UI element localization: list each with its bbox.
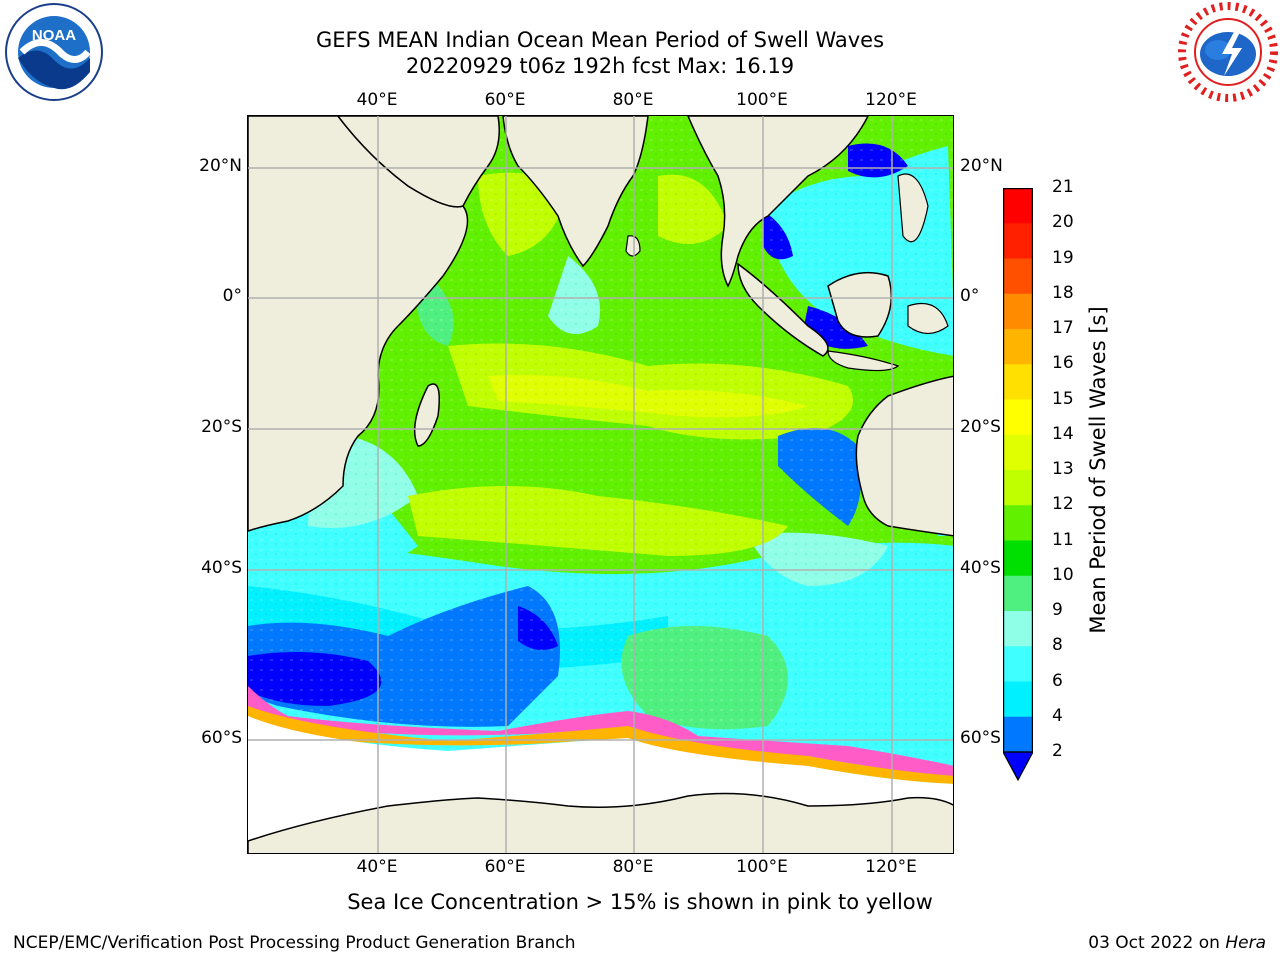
colorbar-tick-label: 16 bbox=[1052, 353, 1074, 374]
colorbar-bin bbox=[1003, 681, 1033, 718]
colorbar-bin bbox=[1003, 611, 1033, 647]
lon-tick-top-60e: 60°E bbox=[484, 90, 526, 110]
noaa-logo-icon: NOAA bbox=[5, 3, 103, 101]
footer-date-text: 03 Oct 2022 on bbox=[1088, 933, 1226, 953]
lat-tick-right-60s: 60°S bbox=[960, 728, 1001, 748]
lon-tick-top-100e: 100°E bbox=[736, 90, 788, 110]
colorbar-tick-label: 19 bbox=[1052, 247, 1074, 268]
colorbar-tick-label: 10 bbox=[1052, 564, 1074, 585]
lon-tick-bottom-80e: 80°E bbox=[612, 857, 654, 877]
colorbar-tick-label: 20 bbox=[1052, 212, 1074, 233]
colorbar-bin bbox=[1003, 505, 1033, 541]
svg-text:NOAA: NOAA bbox=[32, 27, 76, 44]
page-title-line1: GEFS MEAN Indian Ocean Mean Period of Sw… bbox=[315, 28, 885, 52]
graticule bbox=[248, 116, 953, 853]
colorbar-bin bbox=[1003, 364, 1033, 400]
swell-period-map bbox=[247, 115, 954, 854]
colorbar-bin bbox=[1003, 329, 1033, 365]
lon-tick-bottom-120e: 120°E bbox=[865, 857, 917, 877]
lat-tick-right-20n: 20°N bbox=[960, 156, 1003, 176]
colorbar-title: Mean Period of Swell Waves [s] bbox=[1086, 306, 1110, 634]
colorbar-tick-label: 15 bbox=[1052, 388, 1074, 409]
lat-tick-left-0: 0° bbox=[222, 286, 242, 306]
colorbar-tick-label: 9 bbox=[1052, 600, 1063, 620]
sea-ice-note: Sea Ice Concentration > 15% is shown in … bbox=[347, 890, 933, 914]
lon-tick-top-40e: 40°E bbox=[356, 90, 398, 110]
footer-host: Hera bbox=[1225, 933, 1266, 953]
lon-tick-bottom-100e: 100°E bbox=[736, 857, 788, 877]
lat-tick-left-20s: 20°S bbox=[201, 417, 242, 437]
map-canvas bbox=[248, 116, 953, 853]
footer-date: 03 Oct 2022 on Hera bbox=[1088, 933, 1266, 953]
colorbar-tick-label: 6 bbox=[1052, 670, 1063, 691]
lat-tick-right-40s: 40°S bbox=[960, 558, 1001, 578]
page-title-line2: 20220929 t06z 192h fcst Max: 16.19 bbox=[405, 54, 795, 78]
lon-tick-bottom-60e: 60°E bbox=[484, 857, 526, 877]
lat-tick-left-20n: 20°N bbox=[199, 156, 242, 176]
colorbar-tick-label: 18 bbox=[1052, 282, 1074, 303]
colorbar-tick-label: 2 bbox=[1052, 741, 1063, 761]
colorbar-bin bbox=[1003, 258, 1033, 295]
nws-logo-icon bbox=[1178, 2, 1278, 102]
colorbar-under-arrow bbox=[1003, 751, 1033, 782]
lon-tick-bottom-40e: 40°E bbox=[356, 857, 398, 877]
colorbar-tick-label: 4 bbox=[1052, 705, 1063, 726]
colorbar-tick-label: 11 bbox=[1052, 529, 1074, 550]
colorbar-bin bbox=[1003, 716, 1033, 753]
colorbar-bin bbox=[1003, 223, 1033, 259]
colorbar-bin bbox=[1003, 470, 1033, 506]
colorbar-tick-label: 17 bbox=[1052, 318, 1074, 338]
colorbar-tick-label: 8 bbox=[1052, 635, 1063, 656]
colorbar-tick-label: 12 bbox=[1052, 494, 1074, 515]
colorbar-bin bbox=[1003, 575, 1033, 612]
lon-tick-top-80e: 80°E bbox=[612, 90, 654, 110]
lat-tick-right-20s: 20°S bbox=[960, 417, 1001, 437]
colorbar-bin bbox=[1003, 293, 1033, 330]
colorbar-bin bbox=[1003, 540, 1033, 577]
colorbar-tick-label: 14 bbox=[1052, 423, 1074, 444]
colorbar bbox=[1003, 188, 1033, 782]
lat-tick-left-60s: 60°S bbox=[201, 728, 242, 748]
colorbar-tick-label: 13 bbox=[1052, 459, 1074, 479]
colorbar-bin bbox=[1003, 646, 1033, 682]
lat-tick-left-40s: 40°S bbox=[201, 558, 242, 578]
colorbar-frame bbox=[1003, 188, 1033, 753]
colorbar-bin bbox=[1003, 399, 1033, 436]
footer-credit: NCEP/EMC/Verification Post Processing Pr… bbox=[13, 933, 576, 953]
colorbar-bin bbox=[1003, 188, 1033, 224]
lat-tick-right-0: 0° bbox=[960, 286, 980, 306]
lon-tick-top-120e: 120°E bbox=[865, 90, 917, 110]
colorbar-tick-label: 21 bbox=[1052, 177, 1074, 197]
colorbar-bin bbox=[1003, 434, 1033, 471]
